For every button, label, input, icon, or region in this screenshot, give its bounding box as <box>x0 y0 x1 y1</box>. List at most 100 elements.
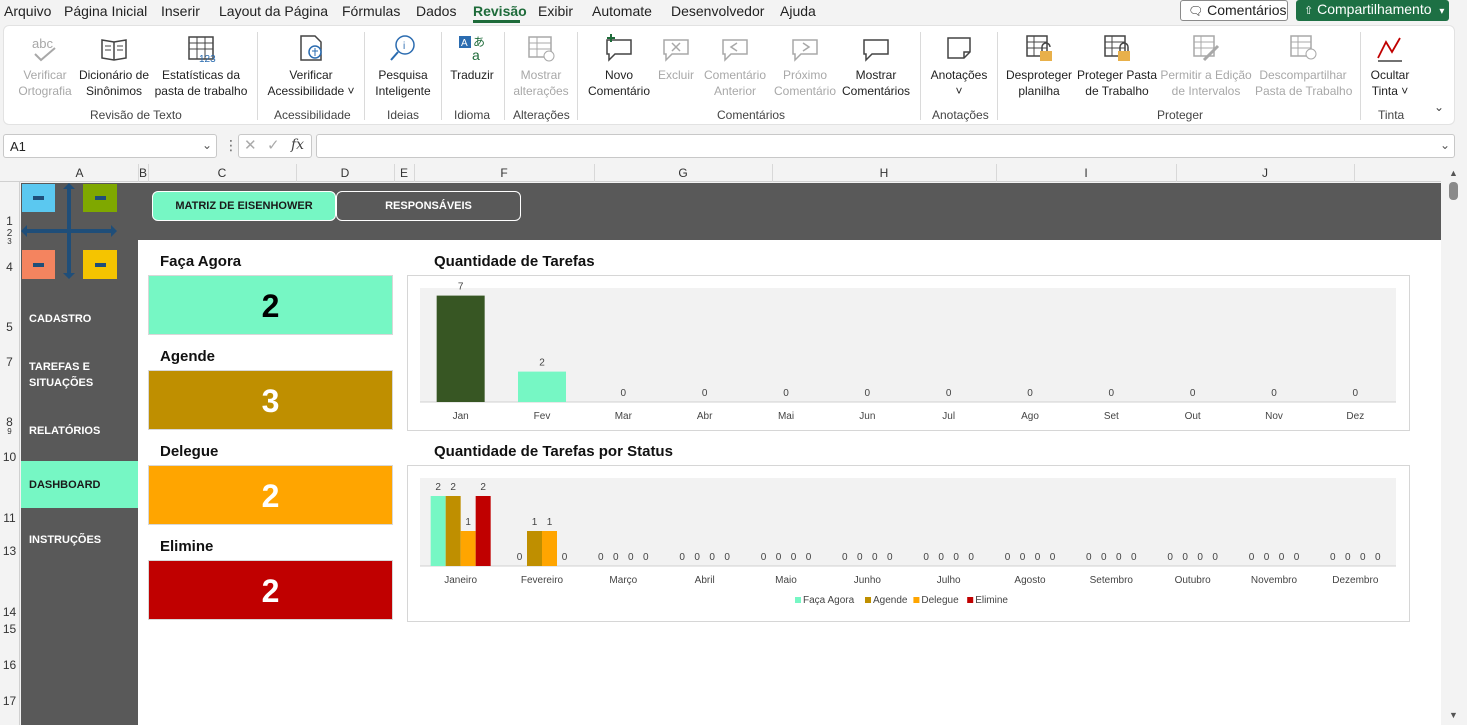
scroll-thumb[interactable] <box>1449 182 1458 200</box>
row-header-13[interactable]: 13 <box>2 544 17 558</box>
row-header-17[interactable]: 17 <box>2 694 17 708</box>
row-header-15[interactable]: 15 <box>2 622 17 636</box>
row-header-10[interactable]: 10 <box>2 450 17 464</box>
unshare-workbook-icon <box>1290 35 1317 60</box>
chart1-svg: 7 Jan 2 Fev 0 Mar 0 Abr 0 Mai 0 Jun 0 Jul 0 Ago 0 Set 0 Out… <box>420 282 1396 422</box>
chart2-tick-label: Janeiro <box>444 575 477 586</box>
tab-responsaveis[interactable]: RESPONSÁVEIS <box>336 191 521 221</box>
chart1-data-label: 0 <box>702 388 708 399</box>
chart2-data-label: 0 <box>709 552 715 563</box>
kpi-title-delegue: Delegue <box>160 443 219 460</box>
row-header-9[interactable]: 9 <box>7 427 12 436</box>
check-spelling-button[interactable]: abc Verificar Ortografia <box>16 32 74 99</box>
chart2-data-label: 0 <box>1197 552 1203 563</box>
row-header-16[interactable]: 16 <box>2 658 17 672</box>
menu-formulas[interactable]: Fórmulas <box>342 3 401 19</box>
row-header-1[interactable]: 1 <box>6 214 13 228</box>
formula-tools: ✕ ✓ fx <box>238 134 312 158</box>
row-header-3[interactable]: 3 <box>7 237 12 246</box>
chart2-legend-swatch <box>967 597 974 603</box>
chart2-data-label: 0 <box>613 552 619 563</box>
chart2-tick-label: Agosto <box>1014 575 1046 586</box>
chart1-tick-label: Nov <box>1265 411 1283 422</box>
name-box[interactable]: A1 ⌄ <box>3 134 217 158</box>
menu-pagina-inicial[interactable]: Página Inicial <box>64 3 148 19</box>
chevron-down-icon[interactable]: ▾ <box>1439 6 1445 17</box>
check-accessibility-button[interactable]: Verificar Acessibilidade ˅ <box>266 32 356 99</box>
hide-ink-button[interactable]: Ocultar Tinta ˅ <box>1366 32 1414 99</box>
check-icon[interactable]: ✓ <box>267 137 280 154</box>
column-header-b[interactable]: B <box>138 166 147 180</box>
menu-revisao[interactable]: Revisão <box>473 3 527 19</box>
tab-matriz-eisenhower[interactable]: MATRIZ DE EISENHOWER <box>152 191 336 221</box>
column-header-g[interactable]: G <box>678 166 688 180</box>
smart-lookup-button[interactable]: i Pesquisa Inteligente <box>371 32 435 99</box>
unshare-workbook-button[interactable]: Descompartilhar Pasta de Trabalho <box>1255 32 1352 99</box>
next-comment-button[interactable]: Próximo Comentário <box>772 32 838 99</box>
protect-workbook-button[interactable]: Proteger Pasta de Trabalho <box>1076 32 1158 99</box>
row-header-4[interactable]: 4 <box>6 260 13 274</box>
column-header-f[interactable]: F <box>500 166 508 180</box>
chart2-data-label: 0 <box>679 552 685 563</box>
cancel-icon[interactable]: ✕ <box>244 137 257 154</box>
row-header-14[interactable]: 14 <box>2 605 17 619</box>
scroll-down-icon[interactable]: ▼ <box>1449 710 1458 720</box>
sidebar-item-instrucoes[interactable]: INSTRUÇÕES <box>29 534 102 546</box>
share-button[interactable]: ⇧ Compartilhamento ▾ <box>1296 0 1449 21</box>
column-header-a[interactable]: A <box>75 166 84 180</box>
chart2-data-label: 0 <box>628 552 634 563</box>
thesaurus-button[interactable]: Dicionário de Sinônimos <box>77 32 151 99</box>
show-comments-button[interactable]: Mostrar Comentários <box>840 32 912 99</box>
kpi-value-elimine: 2 <box>148 560 393 620</box>
notes-button[interactable]: Anotações ˅ <box>928 32 990 99</box>
column-header-d[interactable]: D <box>340 166 350 180</box>
allow-edit-ranges-button[interactable]: Permitir a Edição de Intervalos <box>1160 32 1252 99</box>
sidebar-item-cadastro[interactable]: CADASTRO <box>29 313 92 325</box>
new-comment-button[interactable]: Novo Comentário <box>584 32 654 99</box>
workbook-stats-button[interactable]: 123 Estatísticas da pasta de trabalho <box>154 32 248 99</box>
chevron-down-icon[interactable]: ⌄ <box>201 138 212 152</box>
menu-inserir[interactable]: Inserir <box>161 3 200 19</box>
expand-formula-icon[interactable]: ⌄ <box>1439 138 1450 152</box>
sidebar-item-dashboard[interactable]: DASHBOARD <box>21 461 138 508</box>
row-header-11[interactable]: 11 <box>3 511 16 525</box>
ribbon-collapse-icon[interactable]: ⌄ <box>1434 100 1445 114</box>
menu-dados[interactable]: Dados <box>416 3 457 19</box>
more-options-icon[interactable]: ⋮ <box>224 137 238 153</box>
row-header-5[interactable]: 5 <box>6 320 13 334</box>
sidebar-item-relatorios[interactable]: RELATÓRIOS <box>29 425 101 437</box>
chart2-tick-label: Março <box>609 575 637 586</box>
column-header-j[interactable]: J <box>1262 166 1268 180</box>
chart2-data-label: 0 <box>857 552 863 563</box>
column-header-c[interactable]: C <box>217 166 227 180</box>
accessibility-icon <box>300 35 322 61</box>
row-header-7[interactable]: 7 <box>6 355 13 369</box>
sidebar-item-tarefas[interactable]: TAREFAS E SITUAÇÕES <box>29 361 94 389</box>
insert-function-icon[interactable]: fx <box>291 137 305 153</box>
column-header-e[interactable]: E <box>399 166 408 180</box>
menu-automate[interactable]: Automate <box>592 3 652 19</box>
menu-layout-da-pagina[interactable]: Layout da Página <box>219 3 328 19</box>
column-header-h[interactable]: H <box>879 166 889 180</box>
menu-desenvolvedor[interactable]: Desenvolvedor <box>671 3 765 19</box>
new-comment-icon <box>606 34 632 62</box>
scroll-up-icon[interactable]: ▲ <box>1449 168 1458 178</box>
column-header-i[interactable]: I <box>1084 166 1088 180</box>
delete-comment-button[interactable]: Excluir <box>656 32 696 83</box>
chart1-tick-label: Abr <box>697 411 713 422</box>
row-header-2[interactable]: 2 <box>6 228 13 239</box>
menu-arquivo[interactable]: Arquivo <box>4 3 52 19</box>
formula-input[interactable]: ⌄ <box>316 134 1455 158</box>
row-header-8[interactable]: 8 <box>6 415 13 429</box>
vertical-scrollbar[interactable]: ▲ ▼ <box>1441 164 1467 725</box>
chart2-data-label: 0 <box>776 552 782 563</box>
chart1-data-label: 7 <box>458 282 464 293</box>
unprotect-sheet-button[interactable]: Desproteger planilha <box>1004 32 1074 99</box>
comments-button[interactable]: 🗨 Comentários <box>1180 0 1288 21</box>
menu-ajuda[interactable]: Ajuda <box>780 3 816 19</box>
previous-comment-button[interactable]: Comentário Anterior <box>700 32 770 99</box>
menu-exibir[interactable]: Exibir <box>538 3 574 19</box>
chart2-bar <box>460 531 476 566</box>
show-changes-button[interactable]: Mostrar alterações <box>510 32 572 99</box>
